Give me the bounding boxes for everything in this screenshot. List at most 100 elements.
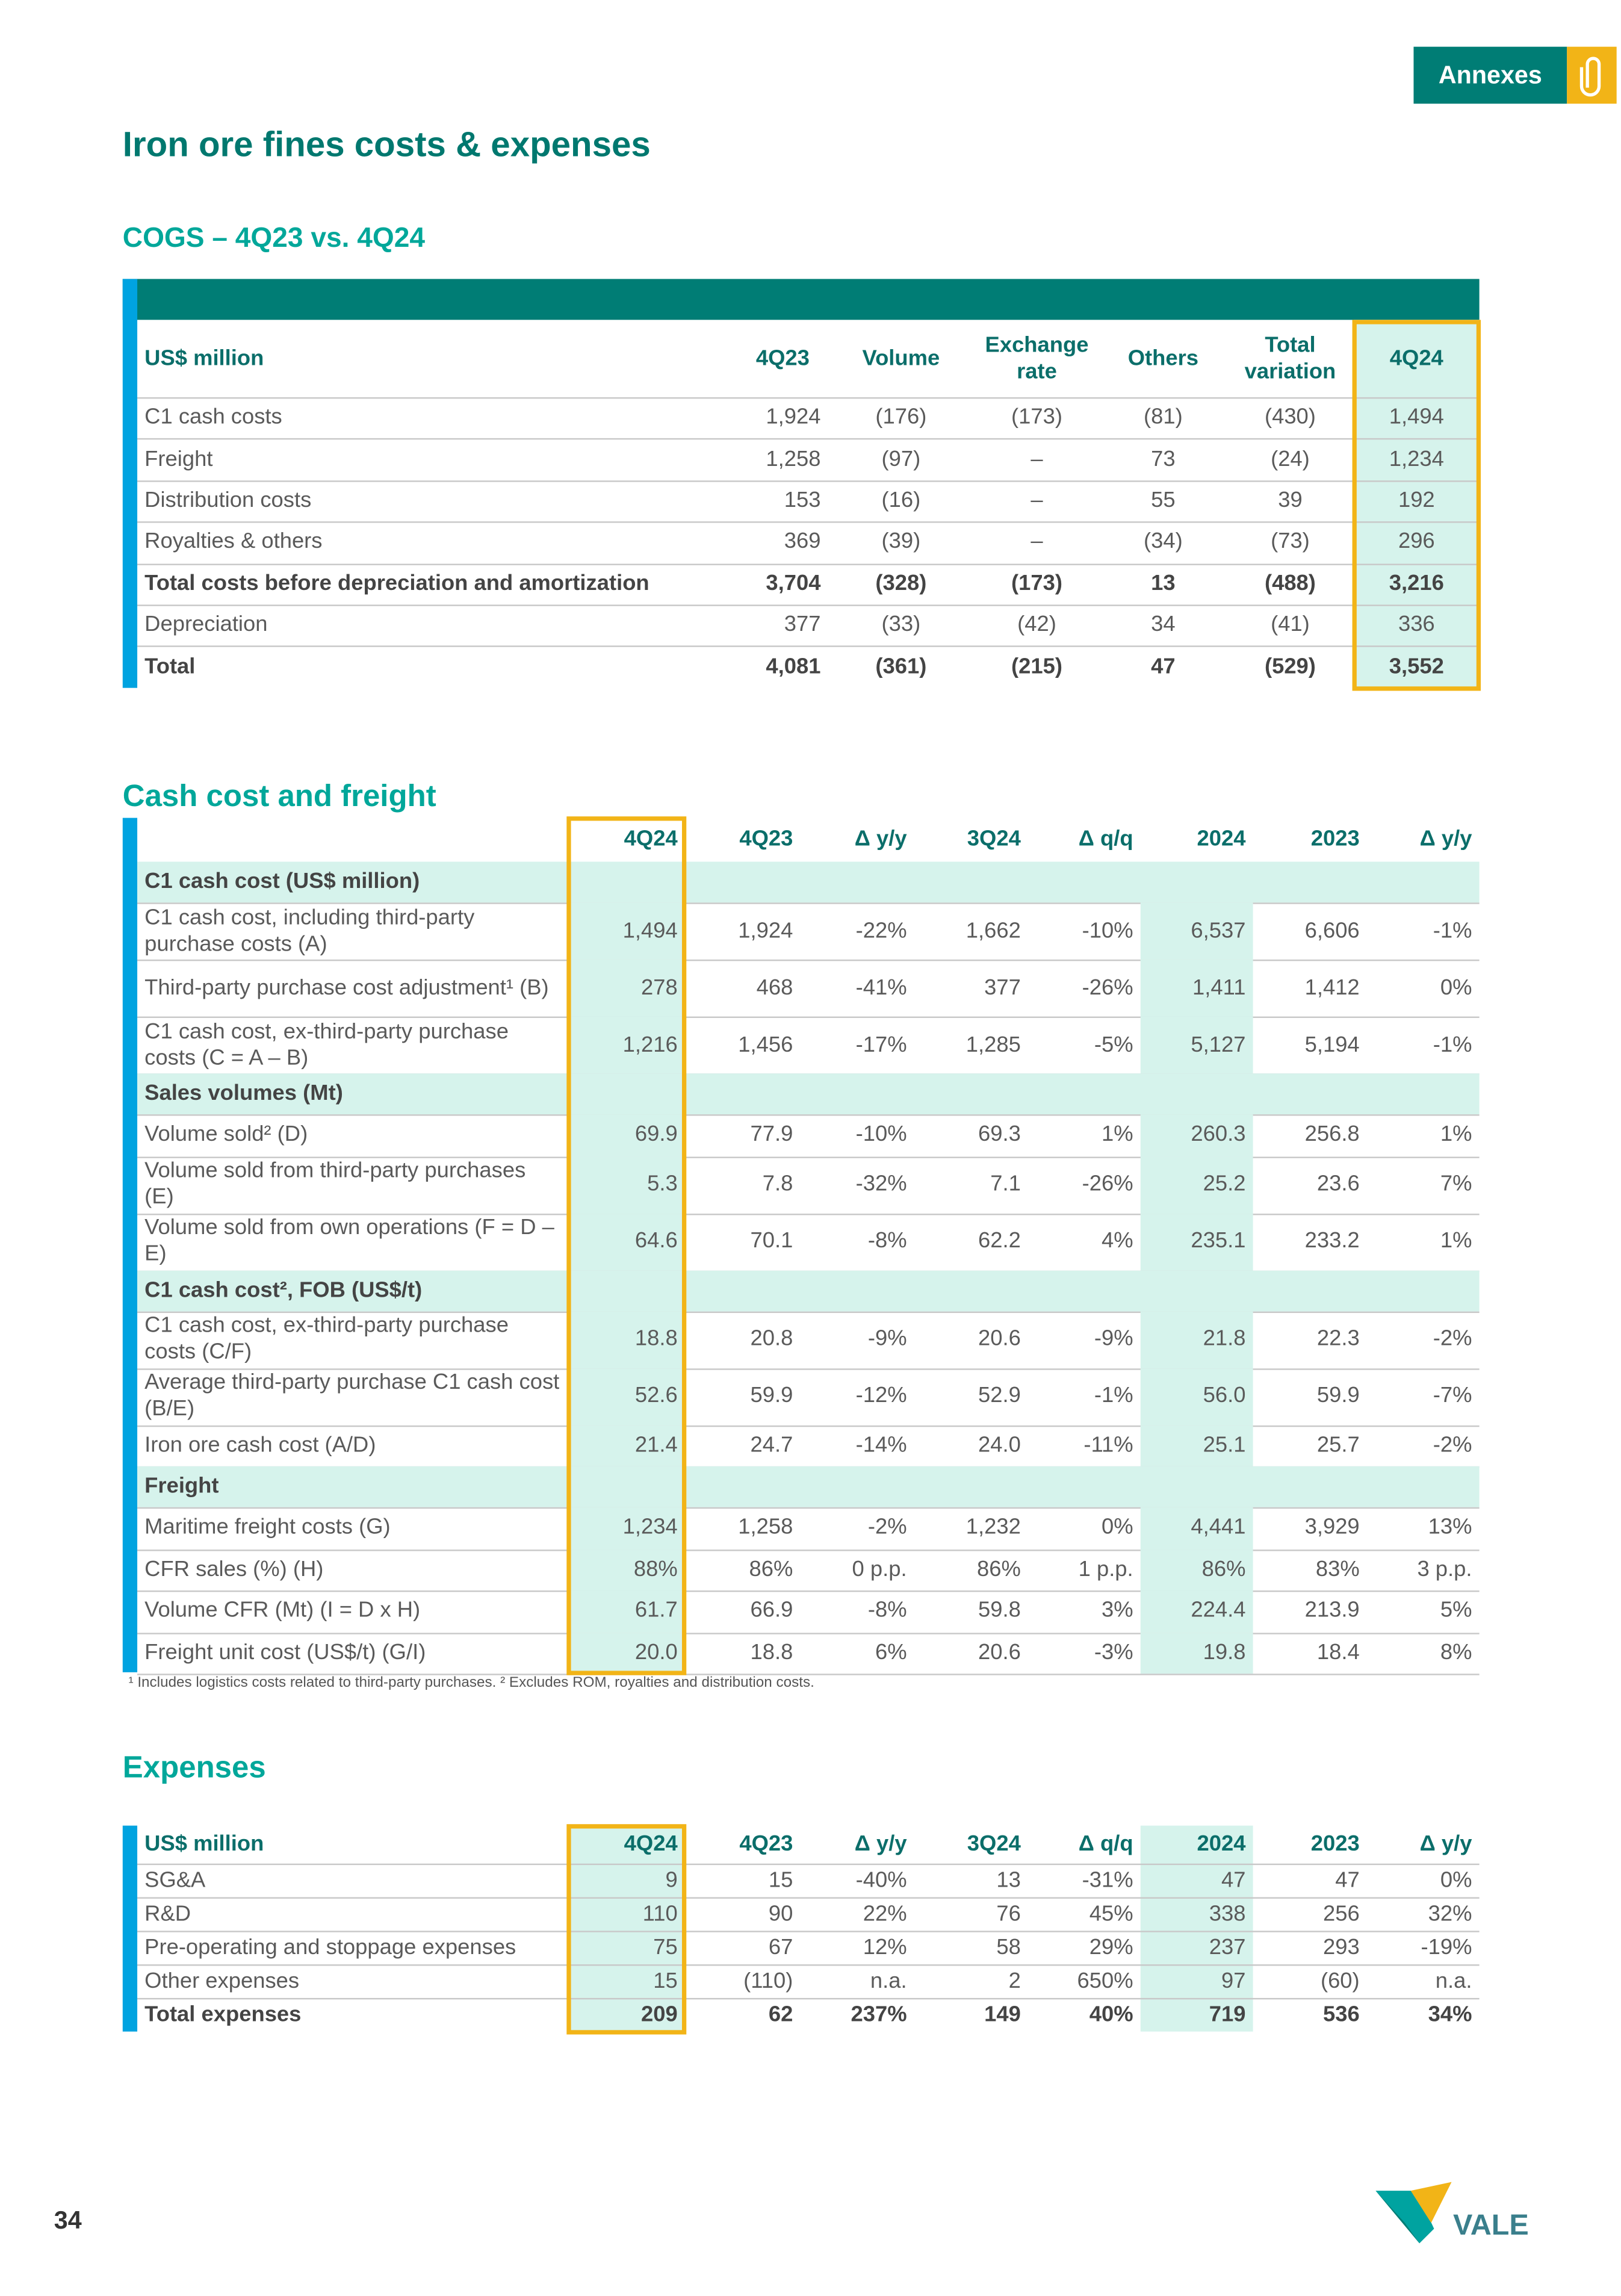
highlight-bg <box>1140 1590 1253 1633</box>
section-label: Freight <box>144 1473 219 1499</box>
table-cell: (34) <box>1144 529 1183 554</box>
table-cell: -10% <box>855 1122 907 1147</box>
table-cell: 24.0 <box>978 1432 1021 1457</box>
table-cell: -1% <box>1094 1383 1133 1408</box>
table-cell: -14% <box>855 1432 907 1457</box>
table-cell: 192 <box>1398 488 1435 513</box>
section-tag: Annexes <box>1413 46 1567 104</box>
row-label: Third-party purchase cost adjustment¹ (B… <box>144 975 549 1000</box>
table-cell: 5,127 <box>1191 1032 1246 1057</box>
table-cell: 6% <box>875 1639 907 1665</box>
table-cell: 59.8 <box>978 1598 1021 1624</box>
table-cell: (81) <box>1144 405 1183 430</box>
row-rule <box>137 902 1480 904</box>
table-cell: (110) <box>743 1968 793 1993</box>
table-cell: 7.8 <box>762 1171 793 1196</box>
table-cell: 77.9 <box>750 1122 793 1147</box>
section-bg <box>137 861 1480 903</box>
table-cell: 19.8 <box>1203 1639 1246 1665</box>
page-title: Iron ore fines costs & expenses <box>122 125 651 166</box>
table-cell: -11% <box>1083 1432 1133 1457</box>
section-bg <box>137 1270 1480 1311</box>
highlight-bg <box>568 902 685 960</box>
section-label: C1 cash cost (US$ million) <box>144 869 420 894</box>
row-rule <box>137 1897 1480 1899</box>
table-cell: 110 <box>642 1900 678 1926</box>
highlight-bg <box>568 1507 685 1549</box>
row-label: C1 cash cost, ex-third-party purchase co… <box>144 1313 509 1364</box>
highlight-box <box>1352 320 1481 691</box>
highlight-box <box>566 816 687 1675</box>
table-cell: 18.8 <box>634 1326 678 1351</box>
row-rule <box>137 397 1480 399</box>
table-cell: 23.6 <box>1316 1171 1360 1196</box>
table-cell: 149 <box>984 2001 1021 2027</box>
table-cell: 468 <box>756 975 793 1000</box>
row-rule <box>137 1114 1480 1116</box>
table-cell: 1,456 <box>738 1032 793 1057</box>
table-cell: 5% <box>1440 1598 1472 1624</box>
row-label: SG&A <box>144 1867 206 1893</box>
table-cell: 1,494 <box>1389 405 1444 430</box>
highlight-bg <box>1140 1212 1253 1270</box>
row-rule <box>137 1016 1480 1018</box>
row-rule <box>137 604 1480 606</box>
highlight-bg <box>1140 1424 1253 1466</box>
column-header: Δ q/q <box>1078 827 1133 852</box>
table-cell: 18.8 <box>750 1639 793 1665</box>
table-cell: 83% <box>1315 1556 1360 1581</box>
table-cell: -7% <box>1433 1383 1472 1408</box>
table-cell: 1,258 <box>738 1515 793 1540</box>
highlight-bg <box>1140 959 1253 1017</box>
table-cell: 25.7 <box>1316 1432 1360 1457</box>
highlight-bg <box>568 1311 685 1368</box>
table-cell: (328) <box>875 571 927 596</box>
table-cell: – <box>1031 529 1043 554</box>
table-cell: 0% <box>1102 1515 1133 1540</box>
column-header: 3Q24 <box>967 827 1021 852</box>
table-cell: 13 <box>1151 571 1176 596</box>
table-cell: 536 <box>1322 2001 1360 2027</box>
row-rule <box>137 1632 1480 1634</box>
row-label: C1 cash costs <box>144 405 282 430</box>
table-cell: 69.3 <box>978 1122 1021 1147</box>
table-cell: 20.6 <box>978 1326 1021 1351</box>
table-cell: 3 p.p. <box>1417 1556 1472 1581</box>
table-cell: 6,606 <box>1304 917 1360 943</box>
section-label: Sales volumes (Mt) <box>144 1081 343 1106</box>
table-cell: 719 <box>1209 2001 1246 2027</box>
table-cell: -2% <box>867 1515 907 1540</box>
row-rule <box>137 480 1480 482</box>
table-cell: 32% <box>1428 1900 1472 1926</box>
row-rule <box>137 1931 1480 1932</box>
table-cell: 18.4 <box>1316 1639 1360 1665</box>
table-cell: 22% <box>863 1900 907 1926</box>
table-cell: -10% <box>1082 917 1133 943</box>
table-cell: 2 <box>1008 1968 1021 1993</box>
row-rule <box>137 1590 1480 1592</box>
table-cell: 8% <box>1440 1639 1472 1665</box>
table-cell: 86% <box>1201 1556 1246 1581</box>
table-cell: 29% <box>1089 1934 1133 1959</box>
logo-text: VALE <box>1453 2209 1529 2241</box>
highlight-bg <box>568 959 685 1017</box>
row-label: Iron ore cash cost (A/D) <box>144 1432 376 1457</box>
highlight-bg <box>1140 1016 1253 1074</box>
highlight-bg <box>1140 1311 1253 1368</box>
table-cell: (173) <box>1011 405 1063 430</box>
table-cell: 209 <box>640 2001 678 2027</box>
section-title: Cash cost and freight <box>122 780 436 814</box>
row-label: Other expenses <box>144 1968 300 1993</box>
highlight-bg <box>568 1548 685 1591</box>
table-cell: 12% <box>863 1934 907 1959</box>
table-cell: (33) <box>881 612 921 638</box>
table-cell: 25.1 <box>1203 1432 1246 1457</box>
column-header: 3Q24 <box>967 1831 1021 1857</box>
table-cell: 13 <box>996 1867 1021 1893</box>
table-cell: -22% <box>855 917 907 943</box>
table-cell: 260.3 <box>1191 1122 1246 1147</box>
table-cell: 237% <box>851 2001 907 2027</box>
section-bg <box>137 1073 1480 1115</box>
row-rule <box>137 1156 1480 1158</box>
table-cell: -32% <box>855 1171 907 1196</box>
